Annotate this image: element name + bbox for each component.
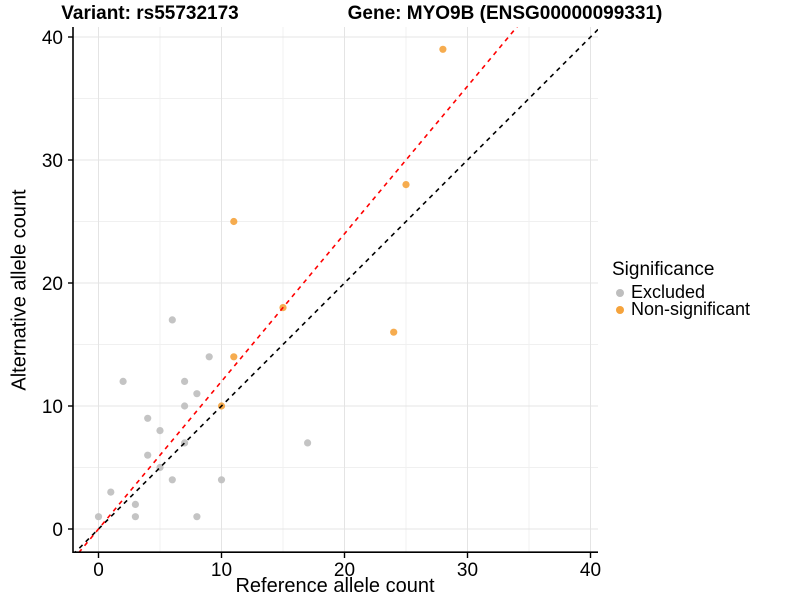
data-point-excluded bbox=[144, 414, 152, 422]
identity-line bbox=[73, 28, 598, 553]
data-point-excluded bbox=[144, 451, 152, 459]
y-tick-label: 0 bbox=[52, 520, 63, 541]
x-tick-label: 30 bbox=[457, 560, 478, 581]
variant-title: Variant: rs55732173 bbox=[61, 3, 239, 24]
data-point-non-significant bbox=[439, 45, 447, 53]
legend-title: Significance bbox=[612, 259, 715, 280]
data-point-excluded bbox=[131, 513, 139, 521]
x-tick-label: 0 bbox=[93, 560, 104, 581]
legend: Significance Excluded Non-significant bbox=[612, 259, 751, 319]
data-point-excluded bbox=[304, 439, 312, 447]
data-point-excluded bbox=[193, 390, 201, 398]
panel-background bbox=[73, 27, 598, 553]
data-point-excluded bbox=[107, 488, 115, 496]
data-point-excluded bbox=[119, 377, 127, 385]
non-significant-swatch-icon bbox=[616, 305, 624, 314]
data-point-excluded bbox=[217, 476, 226, 484]
legend-item-label: Non-significant bbox=[631, 299, 751, 319]
y-tick-label: 10 bbox=[42, 397, 63, 418]
y-tick-label: 40 bbox=[42, 28, 63, 49]
x-axis-title: Reference allele count bbox=[235, 575, 435, 597]
data-point-excluded bbox=[94, 513, 103, 521]
ratio-line bbox=[77, 27, 518, 553]
data-point-excluded bbox=[181, 377, 189, 385]
data-point-non-significant bbox=[402, 181, 410, 189]
data-point-excluded bbox=[131, 500, 139, 508]
legend-item-non-significant: Non-significant bbox=[612, 299, 751, 319]
x-tick-label: 10 bbox=[211, 560, 232, 581]
y-tick-label: 20 bbox=[42, 274, 63, 295]
data-point-excluded bbox=[156, 427, 164, 435]
data-point-excluded bbox=[181, 402, 189, 410]
data-point-excluded bbox=[193, 513, 201, 521]
legend-item-excluded: Excluded bbox=[612, 282, 750, 302]
data-point-excluded bbox=[168, 476, 176, 484]
data-point-non-significant bbox=[390, 328, 398, 336]
y-tick-label: 30 bbox=[42, 151, 63, 172]
data-point-non-significant bbox=[230, 353, 238, 361]
gene-title: Gene: MYO9B (ENSG00000099331) bbox=[347, 3, 663, 24]
y-axis-title: Alternative allele count bbox=[8, 189, 31, 391]
data-point-non-significant bbox=[230, 217, 238, 226]
x-tick-label: 40 bbox=[580, 560, 601, 581]
data-point-excluded bbox=[168, 316, 176, 324]
legend-item-label: Excluded bbox=[631, 282, 706, 302]
excluded-swatch-icon bbox=[616, 288, 624, 297]
x-tick-label: 20 bbox=[334, 560, 355, 581]
data-point-excluded bbox=[205, 353, 213, 361]
